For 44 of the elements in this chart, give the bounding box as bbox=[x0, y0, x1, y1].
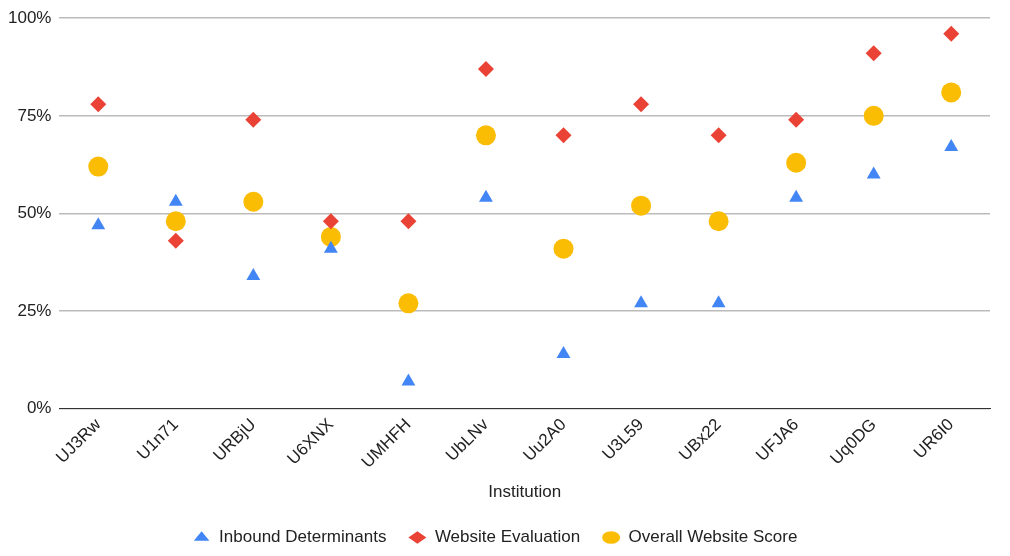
point bbox=[167, 232, 184, 249]
point bbox=[789, 189, 804, 202]
point bbox=[786, 152, 807, 173]
point bbox=[479, 189, 493, 202]
x-axis-title: Institution bbox=[488, 482, 562, 502]
point bbox=[941, 82, 962, 103]
point bbox=[323, 240, 338, 253]
point bbox=[944, 139, 959, 152]
point bbox=[475, 125, 496, 146]
point bbox=[863, 105, 884, 126]
y-tick-label: 75% bbox=[17, 105, 52, 125]
point bbox=[634, 295, 648, 308]
point bbox=[943, 25, 960, 42]
point bbox=[246, 267, 261, 280]
point bbox=[400, 213, 417, 230]
y-tick-label: 25% bbox=[17, 300, 52, 320]
point bbox=[401, 373, 416, 386]
point bbox=[631, 195, 652, 216]
point bbox=[168, 193, 183, 206]
legend-label: Website Evaluation bbox=[434, 527, 581, 547]
point bbox=[398, 293, 419, 314]
legend-label: Inbound Determinants bbox=[219, 527, 387, 547]
point bbox=[477, 60, 494, 77]
point bbox=[555, 127, 572, 144]
point bbox=[245, 111, 262, 128]
legend-label: Overall Website Score bbox=[628, 527, 798, 547]
point bbox=[556, 346, 571, 359]
point bbox=[711, 295, 726, 308]
point bbox=[865, 45, 882, 62]
point bbox=[708, 211, 729, 232]
y-tick-label: 100% bbox=[8, 7, 52, 27]
point bbox=[90, 96, 107, 113]
point bbox=[88, 156, 109, 177]
point bbox=[633, 96, 650, 113]
point bbox=[91, 217, 106, 230]
point bbox=[788, 111, 805, 128]
y-tick-label: 50% bbox=[17, 203, 52, 223]
point bbox=[866, 166, 881, 179]
point bbox=[710, 127, 727, 144]
point bbox=[553, 238, 574, 259]
point bbox=[165, 211, 186, 232]
y-tick-label: 0% bbox=[26, 398, 52, 418]
point bbox=[322, 213, 339, 230]
point bbox=[243, 191, 264, 212]
